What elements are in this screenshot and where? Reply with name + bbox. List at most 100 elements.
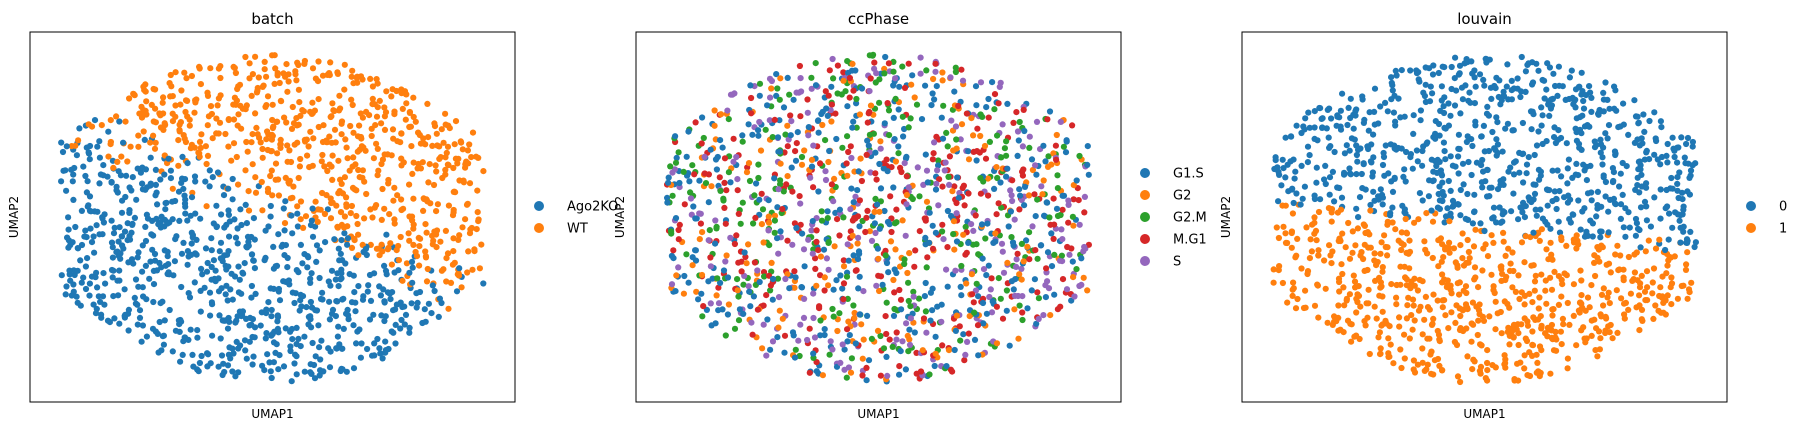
scatter-point-1	[1639, 317, 1646, 324]
scatter-point-Ago2KO	[197, 287, 204, 294]
scatter-point-G2	[759, 345, 766, 352]
scatter-point-WT	[368, 125, 375, 132]
scatter-point-Ago2KO	[131, 294, 138, 301]
scatter-point-1	[1279, 279, 1286, 287]
scatter-point-1	[1523, 337, 1531, 345]
scatter-point-Ago2KO	[353, 340, 360, 347]
scatter-point-1	[1289, 292, 1296, 299]
scatter-point-1	[1479, 267, 1486, 274]
scatter-point-0	[1484, 166, 1491, 174]
scatter-point-S	[1033, 118, 1041, 125]
scatter-point-Ago2KO	[351, 289, 358, 296]
scatter-point-S	[766, 117, 773, 124]
scatter-point-Ago2KO	[110, 230, 118, 237]
scatter-point-Ago2KO	[136, 314, 144, 321]
scatter-point-S	[775, 250, 782, 257]
scatter-point-0	[1551, 188, 1558, 195]
scatter-point-G2.M	[689, 162, 696, 169]
scatter-point-Ago2KO	[313, 258, 320, 265]
scatter-point-Ago2KO	[58, 139, 65, 146]
scatter-point-1	[1444, 277, 1451, 284]
scatter-point-0	[1355, 146, 1362, 154]
scatter-point-WT	[337, 176, 344, 183]
scatter-point-Ago2KO	[343, 310, 350, 317]
scatter-point-G1.S	[786, 285, 793, 292]
scatter-point-G1.S	[781, 349, 788, 356]
scatter-point-G2	[1024, 243, 1031, 250]
scatter-point-1	[1638, 272, 1645, 279]
scatter-point-WT	[309, 162, 316, 169]
scatter-point-G1.S	[712, 240, 719, 247]
scatter-point-G1.S	[810, 350, 817, 357]
scatter-point-1	[1588, 282, 1595, 289]
scatter-point-WT	[98, 122, 105, 129]
scatter-point-Ago2KO	[428, 310, 435, 317]
scatter-point-S	[1059, 236, 1066, 243]
scatter-point-M.G1	[917, 368, 925, 375]
scatter-point-0	[1606, 105, 1613, 112]
scatter-point-1	[1314, 281, 1321, 288]
scatter-point-Ago2KO	[318, 337, 325, 344]
scatter-point-S	[977, 79, 985, 86]
scatter-point-Ago2KO	[225, 263, 232, 270]
scatter-point-Ago2KO	[102, 280, 109, 287]
scatter-point-0	[1355, 214, 1362, 221]
scatter-point-1	[1553, 336, 1560, 343]
scatter-point-G1.S	[909, 72, 916, 79]
scatter-point-WT	[160, 94, 167, 101]
scatter-point-Ago2KO	[409, 279, 416, 286]
scatter-point-0	[1625, 131, 1632, 138]
scatter-point-1	[1665, 257, 1672, 264]
scatter-point-Ago2KO	[308, 270, 315, 277]
scatter-point-1	[1649, 290, 1656, 297]
scatter-point-G1.S	[696, 177, 703, 184]
scatter-point-1	[1459, 255, 1466, 262]
scatter-point-S	[730, 158, 737, 165]
scatter-point-S	[923, 167, 931, 174]
scatter-point-Ago2KO	[356, 326, 363, 333]
scatter-point-0	[1588, 189, 1595, 196]
scatter-point-1	[1376, 274, 1383, 281]
scatter-point-Ago2KO	[263, 306, 270, 313]
scatter-point-0	[1594, 188, 1601, 195]
scatter-point-0	[1344, 121, 1351, 129]
scatter-point-G1.S	[864, 137, 871, 144]
scatter-point-Ago2KO	[132, 276, 140, 283]
scatter-point-Ago2KO	[178, 250, 186, 257]
scatter-point-S	[1042, 282, 1049, 289]
scatter-point-Ago2KO	[294, 210, 301, 217]
scatter-point-1	[1311, 219, 1318, 226]
scatter-point-G2	[784, 122, 791, 129]
scatter-point-0	[1311, 108, 1318, 115]
scatter-point-WT	[335, 157, 342, 164]
scatter-point-WT	[341, 213, 348, 220]
scatter-point-WT	[152, 139, 159, 146]
scatter-point-1	[1674, 295, 1681, 302]
scatter-point-G1.S	[739, 132, 746, 139]
scatter-point-G1.S	[784, 74, 791, 81]
scatter-point-S	[872, 229, 879, 237]
scatter-point-0	[1469, 70, 1476, 77]
scatter-point-Ago2KO	[73, 152, 80, 159]
scatter-point-0	[1479, 184, 1486, 191]
scatter-point-M.G1	[705, 171, 712, 178]
scatter-point-G2.M	[776, 96, 783, 103]
scatter-point-1	[1465, 248, 1472, 256]
scatter-point-0	[1331, 198, 1338, 205]
scatter-point-M.G1	[1054, 306, 1061, 313]
scatter-point-G2	[819, 121, 826, 129]
scatter-point-Ago2KO	[125, 327, 132, 334]
scatter-point-G1.S	[895, 143, 902, 150]
scatter-point-WT	[202, 143, 209, 150]
scatter-point-0	[1568, 67, 1575, 74]
scatter-point-G1.S	[814, 117, 822, 124]
scatter-point-0	[1499, 148, 1506, 155]
scatter-point-G2.M	[826, 351, 833, 358]
scatter-point-WT	[476, 265, 483, 272]
scatter-point-Ago2KO	[350, 365, 358, 372]
scatter-point-WT	[189, 189, 196, 196]
scatter-point-Ago2KO	[70, 196, 77, 203]
scatter-point-1	[1664, 292, 1671, 299]
scatter-point-G2.M	[817, 317, 824, 324]
scatter-point-0	[1580, 105, 1588, 112]
